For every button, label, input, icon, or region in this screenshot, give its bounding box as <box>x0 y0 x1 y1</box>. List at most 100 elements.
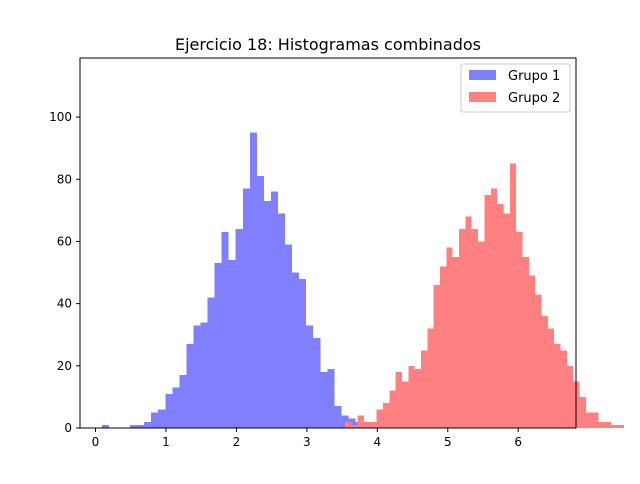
x-tick-label: 4 <box>373 435 381 449</box>
histogram-bar <box>363 421 371 428</box>
histogram-bar <box>130 424 138 428</box>
histogram-bar <box>395 372 402 428</box>
histogram-bar <box>547 328 555 428</box>
histogram-bar <box>528 275 536 428</box>
histogram-bar <box>465 216 472 428</box>
histogram-bar <box>172 387 180 428</box>
histogram-bar <box>490 188 498 428</box>
y-axis-ticks: 0 20 40 60 80 100 <box>49 110 80 435</box>
histogram-bar <box>389 390 396 428</box>
x-tick-label: 5 <box>444 435 452 449</box>
histogram-bar <box>334 406 342 428</box>
histogram-bar <box>617 424 624 428</box>
histogram-bar <box>348 418 356 428</box>
histogram-bar <box>427 328 434 428</box>
histogram-bar <box>344 421 352 428</box>
histogram-bar <box>408 365 415 428</box>
histogram-bar <box>382 403 390 428</box>
histogram-bar <box>604 421 612 428</box>
histogram-bar <box>292 272 300 428</box>
histogram-bar <box>401 381 409 428</box>
legend-swatch-grupo-2 <box>469 92 496 102</box>
histogram-bar <box>509 163 517 428</box>
x-tick-label: 1 <box>162 435 170 449</box>
histogram-bar <box>484 194 491 428</box>
histogram-bar <box>242 188 250 428</box>
histogram-bar <box>357 415 364 428</box>
series-2-bars <box>344 163 624 428</box>
histogram-bar <box>270 191 278 428</box>
histogram-bar <box>313 337 321 428</box>
histogram-bar <box>151 412 159 428</box>
histogram-bar <box>221 232 229 428</box>
x-tick-label: 0 <box>92 435 100 449</box>
histogram-bar <box>554 344 561 428</box>
histogram-bar <box>579 396 586 428</box>
histogram-bar <box>452 256 460 428</box>
histogram-bar <box>585 412 593 428</box>
histogram-bar <box>459 229 466 428</box>
histogram-bar <box>566 365 574 428</box>
histogram-bar <box>516 232 523 428</box>
histogram-bar <box>541 316 548 428</box>
histogram-bar <box>598 421 605 428</box>
x-tick-label: 3 <box>303 435 311 449</box>
legend-label-grupo-1: Grupo 1 <box>508 69 560 84</box>
histogram-bar <box>433 284 441 428</box>
histogram-bar <box>306 325 314 428</box>
x-tick-label: 6 <box>514 435 522 449</box>
histogram-bar <box>214 263 222 428</box>
histogram-bar <box>165 393 173 428</box>
histogram-bar <box>370 421 377 428</box>
histogram-bar <box>535 294 542 428</box>
histogram-bar <box>522 256 529 428</box>
histogram-bar <box>478 241 485 428</box>
histogram-bar <box>421 350 428 428</box>
legend: Grupo 1 Grupo 2 <box>460 63 571 113</box>
x-tick-label: 2 <box>233 435 241 449</box>
legend-swatch-grupo-1 <box>469 70 496 80</box>
histogram-bar <box>446 247 453 428</box>
histogram-bar <box>299 278 307 428</box>
y-tick-label: 100 <box>49 110 72 124</box>
histogram-bar <box>235 229 243 428</box>
histogram-bar <box>228 260 236 428</box>
histogram-bar <box>320 372 328 428</box>
histogram-bar <box>376 409 383 428</box>
histogram-bar <box>207 297 215 428</box>
histogram-bar <box>193 325 201 428</box>
histogram-bar <box>186 344 194 428</box>
histogram-bar <box>249 132 257 428</box>
y-tick-label: 20 <box>57 359 72 373</box>
y-tick-label: 80 <box>57 172 72 186</box>
y-tick-label: 0 <box>64 421 72 435</box>
histogram-bar <box>263 201 271 428</box>
histogram-bar <box>200 322 208 428</box>
histogram-bar <box>503 213 510 428</box>
y-tick-label: 40 <box>57 297 72 311</box>
histogram-bar <box>285 244 293 428</box>
histogram-bar <box>158 409 166 428</box>
bars-layer <box>101 132 624 428</box>
histogram-bar <box>256 176 264 428</box>
histogram-bar <box>471 229 479 428</box>
series-1-bars <box>101 132 363 428</box>
histogram-bar <box>277 213 286 428</box>
histogram-bar <box>611 424 618 428</box>
histogram-bar <box>414 368 421 428</box>
histogram-bar <box>327 368 335 428</box>
histogram-bar <box>144 421 152 428</box>
histogram-bar <box>560 350 567 428</box>
histogram-bar <box>137 424 145 428</box>
histogram-bar <box>179 375 187 428</box>
chart-title: Ejercicio 18: Histogramas combinados <box>175 35 481 54</box>
histogram-bar <box>497 204 504 428</box>
plot-frame <box>79 57 577 429</box>
histogram-bar <box>101 424 109 428</box>
histogram-bar <box>440 266 447 428</box>
x-axis-ticks: 0 1 2 3 4 5 6 <box>92 428 522 449</box>
histogram-bar <box>592 412 599 428</box>
histogram-bar <box>351 424 358 428</box>
